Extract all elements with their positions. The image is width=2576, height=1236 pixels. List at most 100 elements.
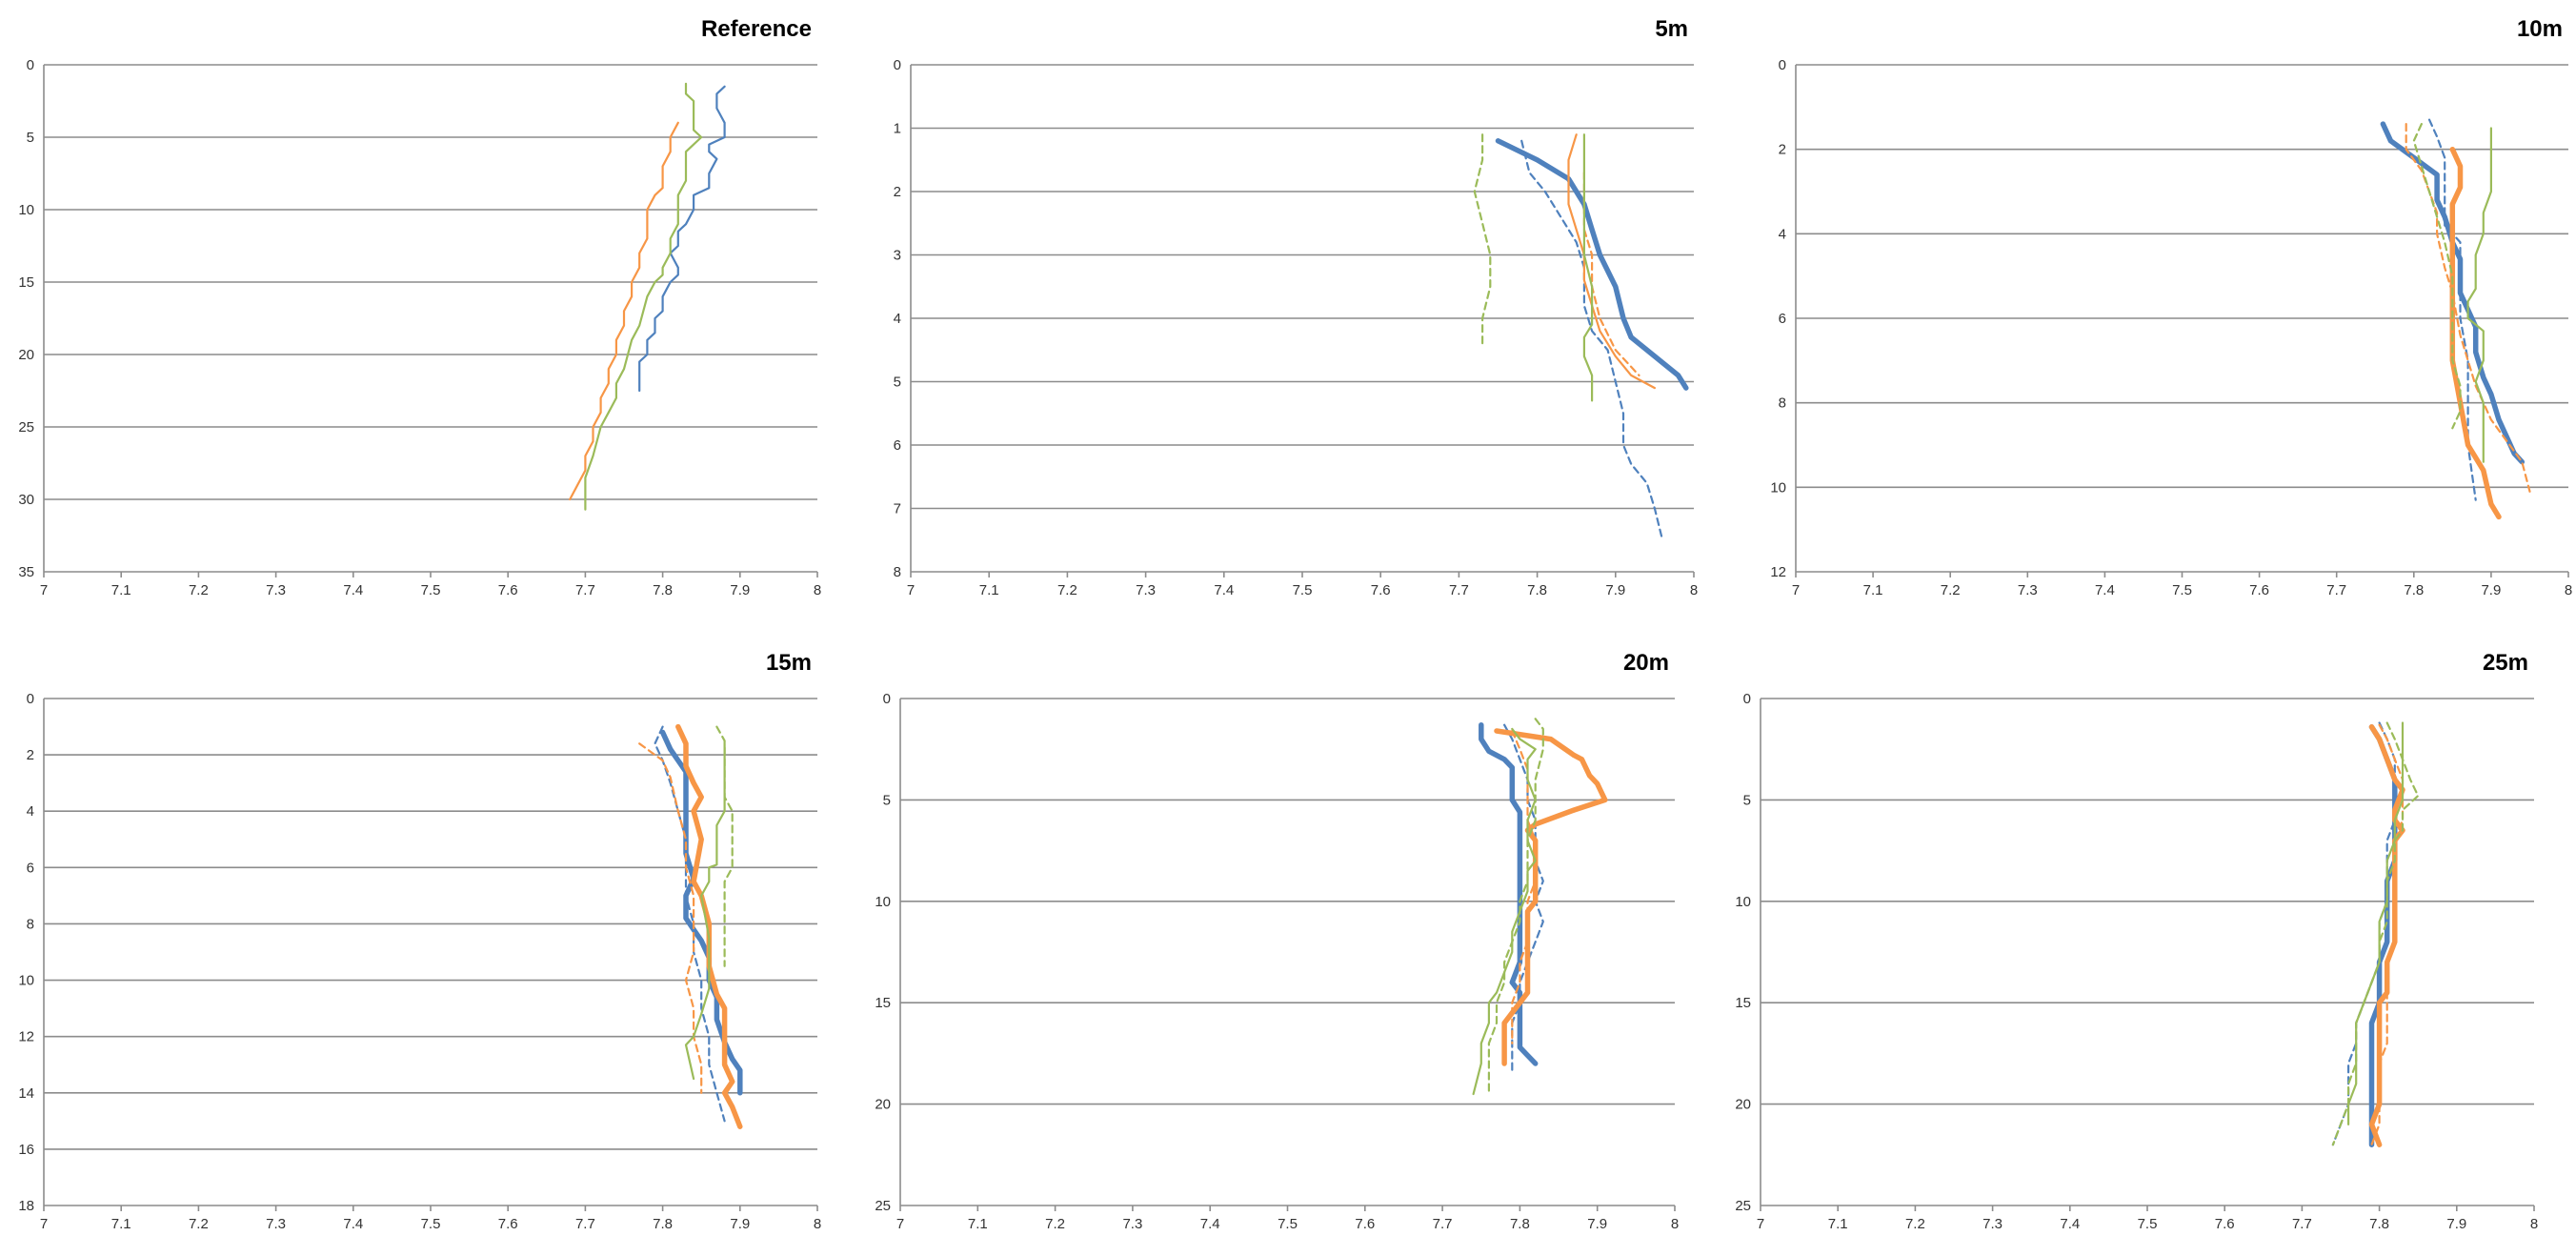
y-tick-label: 12 [18,1029,34,1045]
y-tick-label: 25 [18,419,34,436]
y-tick-label: 15 [18,274,34,291]
y-tick-label: 25 [875,1198,891,1214]
y-tick-label: 0 [27,691,34,707]
series-line-green-dashed [2331,721,2420,1146]
series-line-blue-solid [1479,721,1539,1066]
y-tick-label: 5 [883,792,891,808]
y-tick-label: 0 [894,57,901,73]
x-tick-label: 7.9 [1605,582,1625,598]
series-line-green-solid [1582,133,1594,402]
x-tick-label: 7.6 [1371,582,1391,598]
x-tick-label: 7.3 [1136,582,1156,598]
x-tick-label: 7.2 [1057,582,1077,598]
x-tick-label: 7.2 [1941,582,1961,598]
x-tick-label: 7.1 [1863,582,1883,598]
y-tick-label: 0 [27,57,34,73]
y-tick-label: 4 [1779,226,1786,242]
x-tick-label: 7.4 [1214,582,1234,598]
x-tick-label: 7.9 [1587,1216,1607,1232]
series-line-blue-dashed [654,725,726,1123]
y-tick-label: 3 [894,248,901,264]
x-tick-label: 7.9 [2446,1216,2466,1232]
x-tick-label: 7.6 [2249,582,2269,598]
series-line-orange-dashed [638,742,703,1094]
y-tick-label: 7 [894,501,901,517]
y-tick-label: 12 [1770,564,1786,580]
x-tick-label: 7.7 [575,1216,595,1232]
x-tick-label: 7.1 [111,1216,131,1232]
x-tick-label: 7.3 [1122,1216,1142,1232]
x-tick-label: 7 [1757,1216,1764,1232]
series-line-blue-dashed [1520,139,1664,541]
x-tick-label: 8 [2530,1216,2538,1232]
x-tick-label: 7.4 [343,1216,363,1232]
y-tick-label: 10 [18,973,34,989]
series-line-blue-dashed [1502,723,1544,1075]
x-tick-label: 7.1 [979,582,999,598]
y-tick-label: 2 [27,747,34,763]
y-tick-label: 20 [875,1097,891,1113]
series-line-green-dashed [1473,133,1492,345]
x-tick-label: 7.5 [1278,1216,1298,1232]
x-tick-label: 7.7 [575,582,595,598]
x-tick-label: 8 [814,1216,821,1232]
series-line-orange-solid [1567,133,1657,390]
x-tick-label: 7.1 [968,1216,988,1232]
y-tick-label: 0 [1779,57,1786,73]
x-tick-label: 7.7 [2326,582,2346,598]
x-tick-label: 7.9 [730,582,750,598]
series-line-orange-solid [569,121,679,501]
series-line-blue-dashed [2427,118,2477,501]
series-line-green-dashed [715,725,734,967]
y-tick-label: 0 [883,691,891,707]
y-tick-label: 16 [18,1142,34,1158]
y-tick-label: 2 [1779,142,1786,158]
chart-title: 15m [766,650,812,676]
y-tick-label: 1 [894,121,901,137]
x-tick-label: 7.6 [1355,1216,1375,1232]
chart-title: 25m [2483,650,2528,676]
x-tick-label: 7 [1792,582,1800,598]
x-tick-label: 7.5 [2172,582,2192,598]
x-tick-label: 7.5 [421,582,441,598]
x-tick-label: 8 [1671,1216,1679,1232]
x-tick-label: 7.3 [266,1216,286,1232]
series-line-green-solid [2466,127,2492,463]
x-tick-label: 8 [2565,582,2572,598]
y-tick-label: 20 [18,347,34,363]
x-tick-label: 7 [896,1216,904,1232]
x-tick-label: 7 [40,1216,48,1232]
x-tick-label: 7.3 [2018,582,2038,598]
series-line-blue-solid [1495,138,1689,391]
x-tick-label: 7.4 [2060,1216,2080,1232]
x-tick-label: 7.2 [189,1216,209,1232]
y-tick-label: 20 [1735,1097,1751,1113]
chart-title: 5m [1655,16,1688,42]
chart-title: Reference [701,16,812,42]
x-tick-label: 8 [1690,582,1698,598]
x-tick-label: 7.5 [421,1216,441,1232]
y-tick-label: 15 [1735,995,1751,1011]
series-line-green-dashed [2412,123,2462,430]
y-tick-label: 5 [1743,792,1751,808]
series-line-green-solid [684,742,726,1081]
y-tick-label: 6 [894,437,901,454]
chart-panel: 0 5 10 15 20 25 7 7.1 7.2 7.3 7.4 7.5 7.6 7.7 7.8 7.9 8 2… [875,650,1679,1232]
series-line-blue-dashed [2331,721,2396,1146]
x-tick-label: 7.7 [1433,1216,1453,1232]
y-tick-label: 10 [18,202,34,218]
y-tick-label: 8 [27,916,34,932]
x-tick-label: 7.3 [266,582,286,598]
x-tick-label: 7.2 [1045,1216,1065,1232]
x-tick-label: 7.5 [1293,582,1313,598]
y-tick-label: 6 [27,860,34,876]
series-line-blue-solid [2368,724,2398,1147]
y-tick-label: 4 [27,803,34,820]
y-tick-label: 8 [894,564,901,580]
series-line-green-solid [584,82,703,511]
series-line-green-solid [1472,727,1537,1096]
y-tick-label: 6 [1779,311,1786,327]
y-tick-label: 2 [894,184,901,200]
y-tick-label: 8 [1779,395,1786,412]
x-tick-label: 7.6 [2215,1216,2235,1232]
